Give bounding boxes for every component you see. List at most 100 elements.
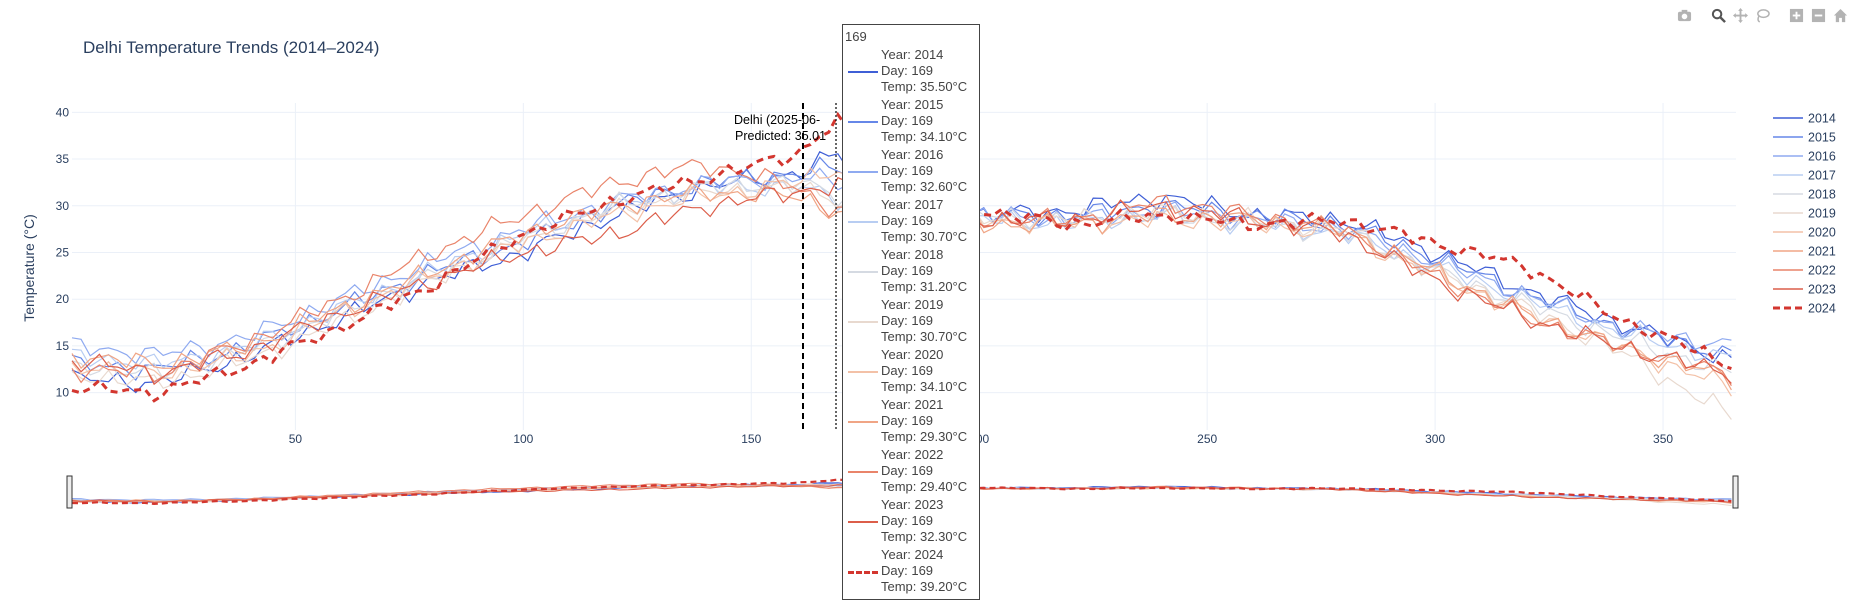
hover-year: Year: 2020 <box>881 347 944 362</box>
legend-item-2021[interactable]: 2021 <box>1773 245 1836 259</box>
hover-swatch <box>848 471 878 473</box>
hover-year: Year: 2024 <box>881 547 944 562</box>
hover-day: Day: 169 <box>881 563 934 578</box>
hover-swatch <box>848 121 878 123</box>
legend-item-2014[interactable]: 2014 <box>1773 112 1836 126</box>
hover-temp: Temp: 31.20°C <box>881 279 968 294</box>
hover-item-2016: Year: 2016 Day: 169 Temp: 32.60°C <box>843 147 979 197</box>
camera-icon[interactable] <box>1675 6 1693 24</box>
legend-label: 2024 <box>1808 302 1836 316</box>
home-icon[interactable] <box>1831 6 1849 24</box>
hover-year: Year: 2017 <box>881 197 944 212</box>
legend-item-2018[interactable]: 2018 <box>1773 188 1836 202</box>
y-tick-label: 25 <box>56 245 70 259</box>
hover-day: Day: 169 <box>881 113 934 128</box>
range-slider-left-handle[interactable] <box>66 475 73 509</box>
hover-item-2018: Year: 2018 Day: 169 Temp: 31.20°C <box>843 247 979 297</box>
annotation-line-2: Predicted: 35.01 <box>735 129 826 143</box>
zoom-in-icon[interactable] <box>1787 6 1805 24</box>
legend-label: 2016 <box>1808 150 1836 164</box>
y-tick-label: 15 <box>56 339 70 353</box>
series-line-2024[interactable] <box>71 111 1732 403</box>
y-tick-label: 40 <box>56 105 70 119</box>
hover-temp: Temp: 34.10°C <box>881 129 968 144</box>
legend-item-2020[interactable]: 2020 <box>1773 226 1836 240</box>
y-tick-label: 35 <box>56 152 70 166</box>
spike-lines <box>802 103 837 430</box>
chart-title: Delhi Temperature Trends (2014–2024) <box>83 38 379 57</box>
hover-day: Day: 169 <box>881 313 934 328</box>
zoom-icon[interactable] <box>1709 6 1727 24</box>
hover-year: Year: 2018 <box>881 247 944 262</box>
hover-year: Year: 2022 <box>881 447 944 462</box>
y-axis-label: Temperature (°C) <box>21 214 37 322</box>
hover-day: Day: 169 <box>881 263 934 278</box>
pan-icon[interactable] <box>1731 6 1749 24</box>
hover-temp: Temp: 29.30°C <box>881 429 968 444</box>
hover-swatch <box>848 71 878 73</box>
hover-day: Day: 169 <box>881 513 934 528</box>
hover-swatch <box>848 371 878 373</box>
lasso-icon[interactable] <box>1753 6 1771 24</box>
legend-label: 2022 <box>1808 264 1836 278</box>
hover-day: Day: 169 <box>881 63 934 78</box>
x-tick-label: 300 <box>1425 432 1445 446</box>
hover-year: Year: 2014 <box>881 47 944 62</box>
hover-item-2017: Year: 2017 Day: 169 Temp: 30.70°C <box>843 197 979 247</box>
range-slider-right-handle[interactable] <box>1732 475 1739 509</box>
hover-year: Year: 2023 <box>881 497 944 512</box>
hover-temp: Temp: 35.50°C <box>881 79 968 94</box>
hover-day: Day: 169 <box>881 363 934 378</box>
legend-label: 2023 <box>1808 283 1836 297</box>
hover-swatch <box>848 571 878 574</box>
legend-item-2019[interactable]: 2019 <box>1773 207 1836 221</box>
legend-label: 2014 <box>1808 112 1836 126</box>
hover-year: Year: 2015 <box>881 97 944 112</box>
hover-temp: Temp: 30.70°C <box>881 329 968 344</box>
legend-item-2022[interactable]: 2022 <box>1773 264 1836 278</box>
hover-swatch <box>848 271 878 273</box>
legend-label: 2019 <box>1808 207 1836 221</box>
hover-year: Year: 2016 <box>881 147 944 162</box>
legend[interactable]: 2014 2015 2016 2017 2018 2019 2020 2021 2022 2023… <box>1773 112 1836 316</box>
hover-item-2023: Year: 2023 Day: 169 Temp: 32.30°C <box>843 497 979 547</box>
prediction-annotation: Delhi (2025-06- Predicted: 35.01 <box>734 113 826 143</box>
hover-day: Day: 169 <box>881 213 934 228</box>
hover-temp: Temp: 29.40°C <box>881 479 968 494</box>
legend-item-2024[interactable]: 2024 <box>1773 302 1836 316</box>
hover-temp: Temp: 30.70°C <box>881 229 968 244</box>
hover-item-2021: Year: 2021 Day: 169 Temp: 29.30°C <box>843 397 979 447</box>
hover-swatch <box>848 321 878 323</box>
hover-swatch <box>848 421 878 423</box>
y-tick-label: 20 <box>56 292 70 306</box>
legend-item-2023[interactable]: 2023 <box>1773 283 1836 297</box>
legend-label: 2018 <box>1808 188 1836 202</box>
hover-item-2014: Year: 2014 Day: 169 Temp: 35.50°C <box>843 47 979 97</box>
legend-label: 2015 <box>1808 131 1836 145</box>
hover-swatch <box>848 521 878 523</box>
hover-swatch <box>848 221 878 223</box>
hover-temp: Temp: 34.10°C <box>881 379 968 394</box>
legend-label: 2020 <box>1808 226 1836 240</box>
x-tick-label: 50 <box>289 432 303 446</box>
x-tick-label: 350 <box>1653 432 1673 446</box>
legend-item-2016[interactable]: 2016 <box>1773 150 1836 164</box>
legend-label: 2021 <box>1808 245 1836 259</box>
hover-day: Day: 169 <box>881 163 934 178</box>
hover-day: Day: 169 <box>881 463 934 478</box>
hover-temp: Temp: 32.30°C <box>881 529 968 544</box>
hover-year: Year: 2021 <box>881 397 944 412</box>
legend-item-2017[interactable]: 2017 <box>1773 169 1836 183</box>
hover-swatch <box>848 171 878 173</box>
legend-item-2015[interactable]: 2015 <box>1773 131 1836 145</box>
x-tick-label: 150 <box>741 432 761 446</box>
hover-title: 169 <box>845 29 867 44</box>
hover-item-2022: Year: 2022 Day: 169 Temp: 29.40°C <box>843 447 979 497</box>
x-tick-label: 100 <box>513 432 533 446</box>
y-tick-label: 30 <box>56 199 70 213</box>
hover-item-2024: Year: 2024 Day: 169 Temp: 39.20°C <box>843 547 979 597</box>
hover-item-2019: Year: 2019 Day: 169 Temp: 30.70°C <box>843 297 979 347</box>
y-tick-label: 10 <box>56 386 70 400</box>
hover-item-2020: Year: 2020 Day: 169 Temp: 34.10°C <box>843 347 979 397</box>
zoom-out-icon[interactable] <box>1809 6 1827 24</box>
